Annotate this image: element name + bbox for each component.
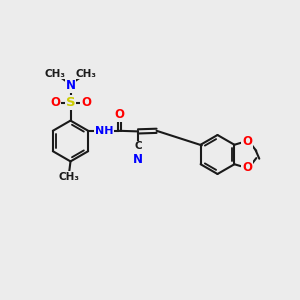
Text: N: N	[133, 153, 143, 167]
Text: S: S	[66, 96, 75, 109]
Text: O: O	[50, 96, 60, 109]
Text: NH: NH	[94, 126, 113, 136]
Text: O: O	[81, 96, 91, 109]
Text: CH₃: CH₃	[76, 69, 97, 79]
Text: O: O	[242, 135, 252, 148]
Text: O: O	[242, 161, 252, 174]
Text: N: N	[65, 79, 76, 92]
Text: CH₃: CH₃	[58, 172, 80, 182]
Text: C: C	[134, 141, 142, 152]
Text: CH₃: CH₃	[44, 69, 65, 79]
Text: O: O	[114, 108, 124, 121]
